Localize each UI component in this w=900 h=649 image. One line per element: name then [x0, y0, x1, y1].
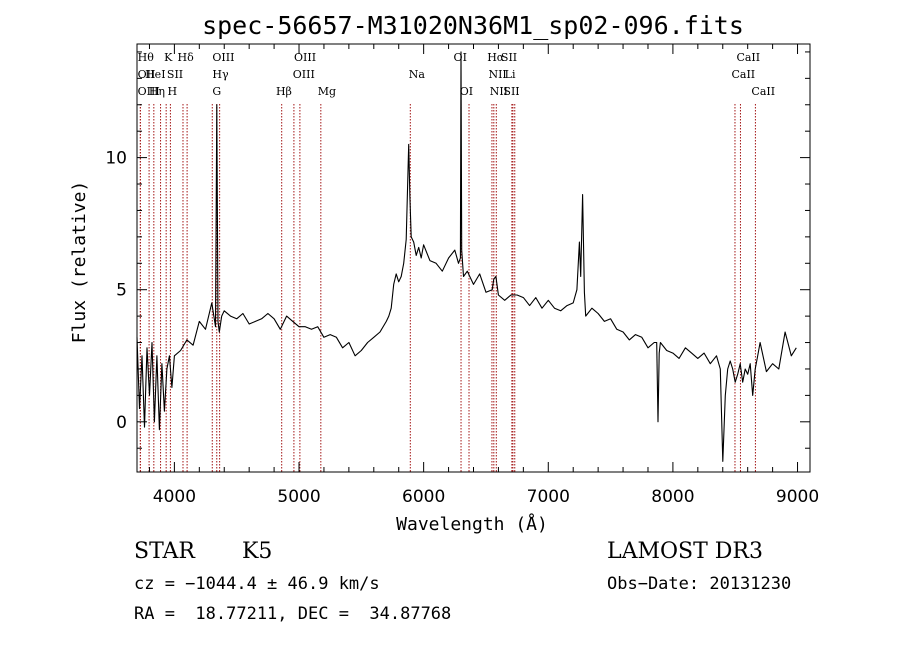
- line-marker-label-26: CaII: [731, 68, 755, 81]
- spectrum-line-0: [136, 51, 797, 462]
- x-axis-label: Wavelength (Å): [396, 513, 548, 535]
- line-marker-label-14: Hβ: [276, 85, 292, 98]
- line-marker-label-12: OIII: [294, 51, 316, 64]
- line-marker-label-17: OI: [454, 51, 467, 64]
- y-tick-label-5: 5: [116, 281, 127, 301]
- y-axis-label: Flux (relative): [69, 181, 90, 344]
- line-marker-label-18: OI: [460, 85, 473, 98]
- survey-name: LAMOST DR3: [607, 539, 763, 564]
- line-marker-label-5: Hη: [149, 85, 165, 98]
- line-marker-label-23: Li: [505, 68, 516, 81]
- line-marker-label-22: SII: [501, 51, 517, 64]
- line-marker-label-7: SII: [167, 68, 183, 81]
- line-marker-label-4: HeI: [145, 68, 165, 81]
- spectrum-series: [136, 51, 797, 462]
- line-marker-label-19: Hα: [487, 51, 505, 64]
- x-tick-label-8000: 8000: [651, 487, 694, 507]
- line-marker-label-13: OIII: [293, 68, 315, 81]
- line-marker-label-0: Hθ: [138, 51, 155, 64]
- plot-axes: 4000 5000 6000 7000 8000 9000 0 5 10: [105, 43, 819, 507]
- x-tick-label-7000: 7000: [527, 487, 570, 507]
- sky-coordinates: RA = 18.77211, DEC = 34.87768: [134, 604, 452, 624]
- line-marker-label-1: OII: [138, 68, 156, 81]
- line-marker-label-25: CaII: [736, 51, 760, 64]
- x-tick-label-6000: 6000: [402, 487, 445, 507]
- line-marker-label-16: Na: [409, 68, 426, 81]
- line-marker-label-20: NII: [488, 68, 506, 81]
- line-marker-label-8: Hδ: [178, 51, 195, 64]
- y-tick-label-0: 0: [116, 413, 127, 433]
- line-marker-label-6: H: [168, 85, 178, 98]
- line-marker-label-21: NII: [490, 85, 508, 98]
- spectral-subclass: K5: [242, 539, 273, 564]
- line-marker-label-24: SII: [503, 85, 519, 98]
- redshift-value: cz = −1044.4 ± 46.9 km/s: [134, 574, 380, 594]
- line-marker-label-27: CaII: [751, 85, 775, 98]
- plot-frame: [136, 43, 811, 473]
- x-tick-label-9000: 9000: [776, 487, 819, 507]
- x-tick-label-4000: 4000: [153, 487, 196, 507]
- line-marker-label-10: Hγ: [212, 68, 229, 81]
- y-tick-label-10: 10: [105, 149, 127, 169]
- x-tick-label-5000: 5000: [277, 487, 320, 507]
- line-marker-label-11: G: [212, 85, 221, 98]
- object-class: STAR: [134, 539, 195, 564]
- line-marker-label-15: Mg: [318, 85, 336, 98]
- line-marker-label-2: OIII: [138, 85, 160, 98]
- line-marker-label-3: K: [164, 51, 173, 64]
- observation-date: Obs−Date: 20131230: [607, 574, 792, 594]
- line-marker-label-9: OIII: [212, 51, 234, 64]
- chart-title: spec-56657-M31020N36M1_sp02-096.fits: [202, 11, 744, 40]
